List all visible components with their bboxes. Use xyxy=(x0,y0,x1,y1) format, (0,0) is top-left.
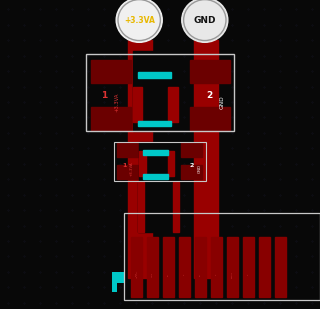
Bar xyxy=(181,165,202,179)
Text: 5k: 5k xyxy=(168,273,169,276)
Text: +3.3VA: +3.3VA xyxy=(124,15,155,25)
Bar xyxy=(131,237,142,297)
Bar xyxy=(194,40,218,278)
Bar xyxy=(190,107,230,130)
Bar xyxy=(168,151,174,176)
Bar xyxy=(139,151,146,176)
Text: x: x xyxy=(216,274,217,275)
Bar xyxy=(124,213,320,300)
Text: GND: GND xyxy=(194,15,216,25)
Text: 1: 1 xyxy=(101,91,107,100)
Bar xyxy=(143,174,168,179)
Bar xyxy=(138,182,173,232)
Text: GND: GND xyxy=(152,272,153,277)
Bar xyxy=(86,54,234,131)
Bar xyxy=(227,237,238,297)
Text: B00ST: B00ST xyxy=(232,271,233,278)
Bar xyxy=(143,150,168,155)
Bar xyxy=(139,142,174,181)
Bar xyxy=(133,87,142,122)
Bar xyxy=(179,237,190,297)
Bar xyxy=(138,182,144,232)
Text: 1: 1 xyxy=(122,163,126,168)
Polygon shape xyxy=(112,272,124,292)
Bar xyxy=(138,72,171,78)
Text: 100
+3.3VA: 100 +3.3VA xyxy=(135,270,138,278)
Text: 5k: 5k xyxy=(200,273,201,276)
Bar xyxy=(211,237,222,297)
Bar xyxy=(147,237,158,297)
Bar xyxy=(190,60,230,83)
Text: 2: 2 xyxy=(190,163,194,168)
Bar xyxy=(243,237,254,297)
Bar xyxy=(259,237,270,297)
Bar xyxy=(168,87,178,122)
Circle shape xyxy=(116,0,162,42)
Text: x: x xyxy=(184,274,185,275)
Text: GND: GND xyxy=(198,164,202,173)
Circle shape xyxy=(182,0,228,42)
Text: x: x xyxy=(248,274,249,275)
Text: GND: GND xyxy=(220,95,225,109)
Text: 2: 2 xyxy=(206,91,213,100)
Bar xyxy=(195,237,206,297)
Bar xyxy=(163,237,174,297)
Bar xyxy=(181,143,202,157)
Bar xyxy=(117,165,138,179)
Bar xyxy=(275,237,286,297)
Bar xyxy=(128,40,152,278)
Bar xyxy=(114,142,206,181)
Bar xyxy=(173,182,179,232)
Text: +3.3VA: +3.3VA xyxy=(129,161,133,176)
Bar xyxy=(133,51,178,131)
Bar xyxy=(138,121,171,126)
Bar xyxy=(117,143,138,157)
Bar xyxy=(91,60,131,83)
Text: +3.3VA: +3.3VA xyxy=(114,92,119,112)
Bar xyxy=(91,107,131,130)
